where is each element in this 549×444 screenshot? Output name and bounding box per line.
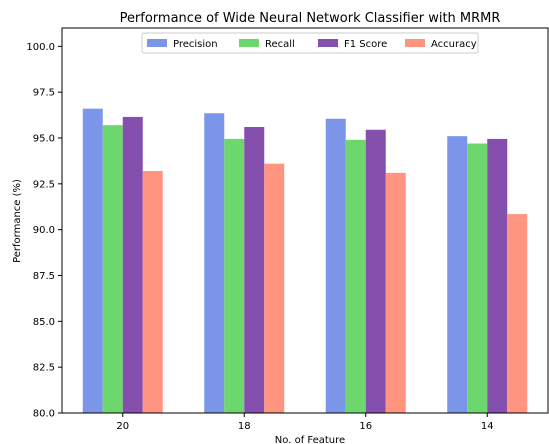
x-tick-label: 16 — [359, 421, 372, 432]
chart-title: Performance of Wide Neural Network Class… — [120, 11, 501, 26]
legend-swatch-f1-score — [318, 39, 338, 47]
x-tick-label: 20 — [116, 421, 129, 432]
x-axis-label: No. of Feature — [275, 435, 345, 444]
bar-accuracy-14 — [507, 214, 528, 413]
plot-frame — [61, 27, 549, 414]
legend-label-precision: Precision — [173, 39, 218, 50]
bar-f1-score-18 — [244, 127, 265, 413]
bar-accuracy-16 — [385, 172, 406, 413]
y-tick-label: 100.0 — [26, 42, 55, 53]
y-tick-label: 87.5 — [33, 271, 55, 282]
y-tick-label: 80.0 — [33, 409, 55, 420]
x-tick-label: 18 — [238, 421, 251, 432]
legend-swatch-recall — [239, 39, 259, 47]
legend-frame — [141, 32, 479, 54]
axes-group: 80.0 82.5 85.0 87.5 90.0 92.5 95.0 97.5 100.0 20 1… — [26, 27, 549, 432]
legend-swatch-accuracy — [405, 39, 425, 47]
bar-accuracy-20 — [142, 171, 163, 413]
bar-precision-20 — [82, 108, 103, 414]
bar-recall-18 — [224, 138, 245, 413]
bar-precision-14 — [447, 136, 468, 413]
bar-recall-16 — [345, 139, 366, 414]
y-axis-label: Performance (%) — [12, 179, 23, 263]
bars-group — [82, 108, 528, 414]
bar-f1-score-14 — [487, 138, 508, 413]
bar-precision-16 — [325, 118, 346, 413]
legend-label-recall: Recall — [265, 39, 295, 50]
legend-swatch-precision — [147, 39, 167, 47]
bar-f1-score-20 — [122, 116, 143, 414]
y-tick-label: 82.5 — [33, 363, 55, 374]
y-tick-label: 90.0 — [33, 225, 55, 236]
legend-label-f1-score: F1 Score — [344, 39, 387, 50]
y-tick-label: 85.0 — [33, 317, 55, 328]
y-tick-label: 95.0 — [33, 134, 55, 145]
bar-accuracy-18 — [264, 163, 285, 413]
legend-label-accuracy: Accuracy — [431, 39, 477, 50]
bar-f1-score-16 — [365, 129, 386, 413]
bar-recall-14 — [467, 143, 488, 413]
y-tick-label: 97.5 — [33, 88, 55, 99]
bar-precision-18 — [204, 113, 225, 413]
legend: Precision Recall F1 Score Accuracy — [141, 32, 479, 54]
x-tick-label: 14 — [481, 421, 494, 432]
y-tick-label: 92.5 — [33, 179, 55, 190]
bar-recall-20 — [102, 125, 123, 414]
